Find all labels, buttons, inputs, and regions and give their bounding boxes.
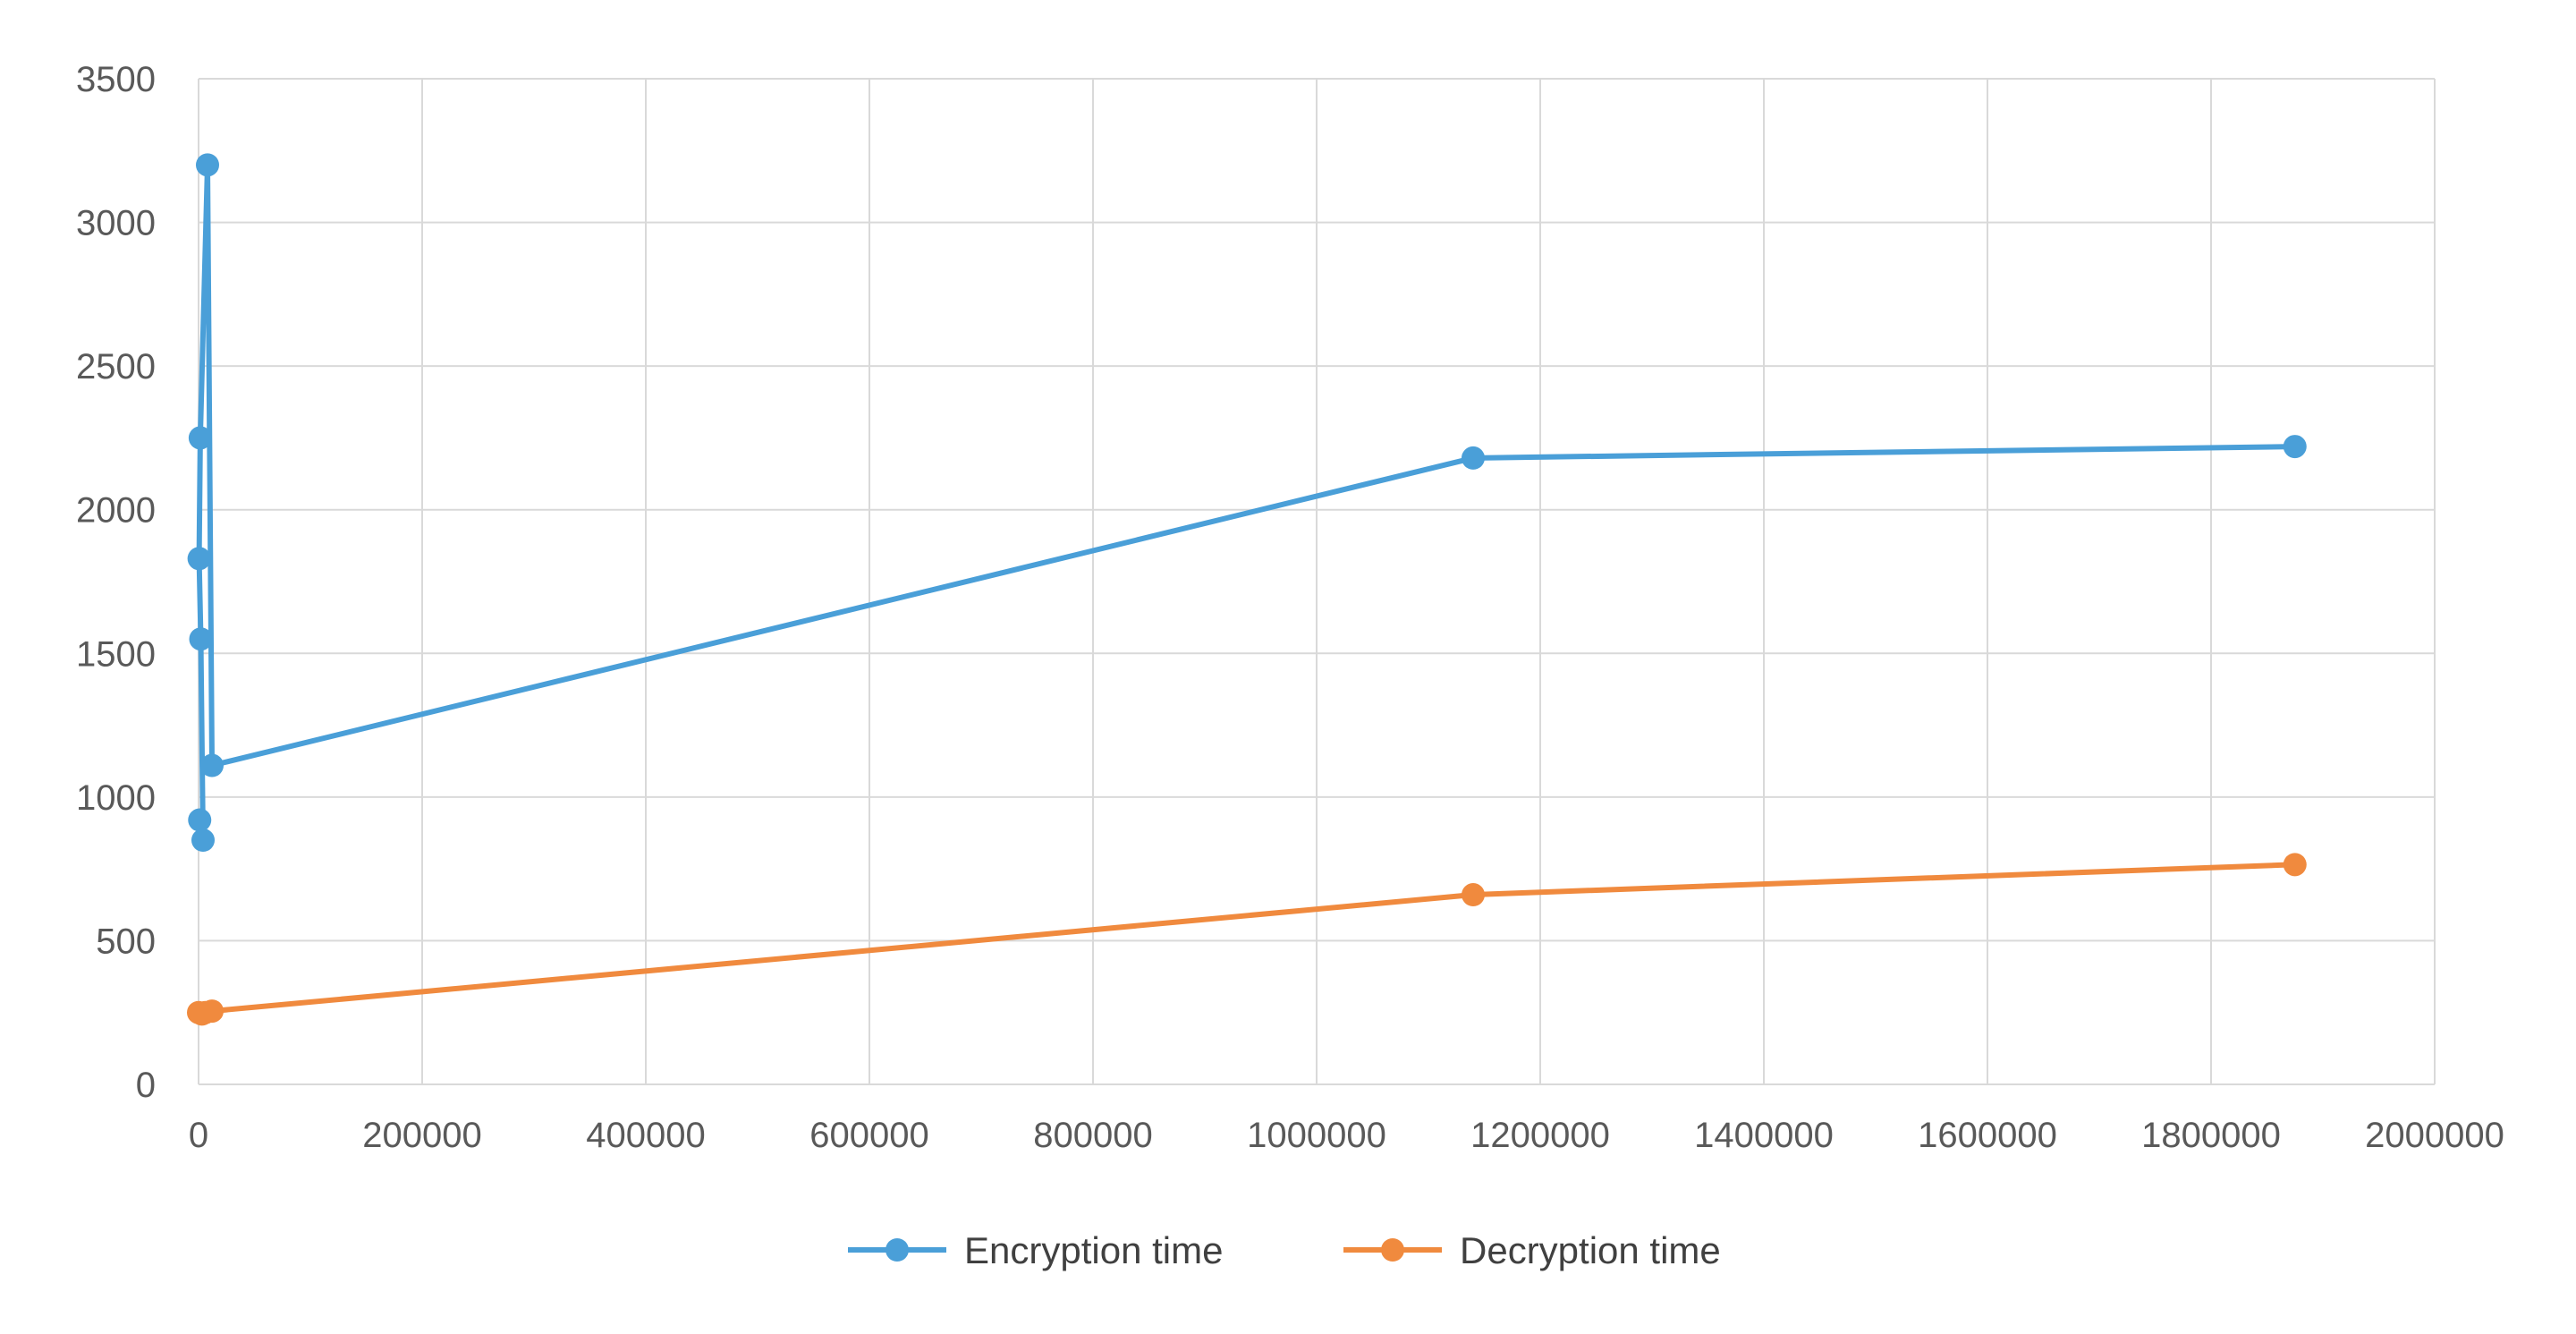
legend-marker-1 [1381,1238,1404,1262]
x-tick-label: 600000 [809,1116,928,1155]
x-tick-label: 1400000 [1694,1116,1834,1155]
data-point-0 [200,753,224,777]
x-tick-label: 400000 [586,1116,705,1155]
y-tick-label: 1500 [76,634,156,674]
series-line-0 [196,162,2298,843]
y-tick-label: 0 [136,1066,156,1105]
x-tick-label: 800000 [1033,1116,1152,1155]
data-point-1 [1462,883,1485,907]
data-point-0 [191,828,215,853]
data-point-0 [188,808,212,832]
series-layer [187,153,2307,1026]
legend: Encryption time Decryption time [848,1229,1721,1271]
y-tick-label: 3500 [76,60,156,99]
legend-label-1: Decryption time [1460,1229,1721,1271]
grid-layer [198,78,2436,1085]
series-line-1 [196,862,2298,1017]
data-point-1 [200,999,224,1024]
legend-label-0: Encryption time [964,1229,1223,1271]
x-tick-label: 1000000 [1247,1116,1386,1155]
data-point-0 [2283,435,2307,459]
y-tick-label: 3000 [76,204,156,243]
x-tick-label: 0 [189,1116,208,1155]
y-tick-label: 2000 [76,491,156,531]
data-point-0 [1462,446,1485,470]
tick-labels-layer: 0 500 1000 1500 2000 2500 3000 3500 0 200000 40000… [76,60,2504,1155]
x-tick-label: 1800000 [2141,1116,2281,1155]
y-tick-label: 2500 [76,347,156,387]
y-tick-label: 1000 [76,778,156,818]
legend-marker-0 [886,1238,909,1262]
y-tick-label: 500 [96,922,156,961]
data-point-1 [2283,853,2307,877]
data-point-0 [189,627,213,651]
data-point-0 [187,547,211,571]
x-tick-label: 1600000 [1918,1116,2057,1155]
x-tick-label: 2000000 [2365,1116,2504,1155]
data-point-0 [188,426,212,450]
x-tick-label: 1200000 [1470,1116,1610,1155]
x-tick-label: 200000 [362,1116,481,1155]
data-point-0 [196,153,219,177]
